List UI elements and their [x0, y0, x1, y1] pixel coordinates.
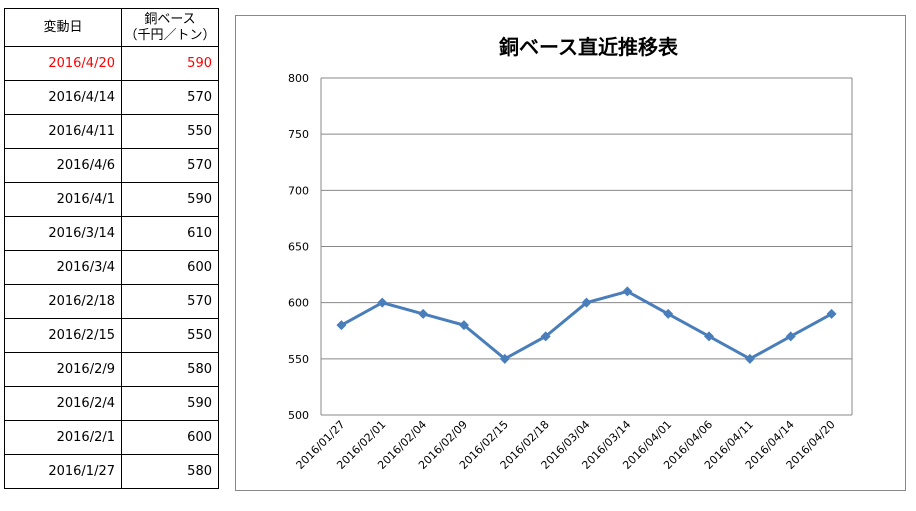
date-cell: 2016/4/14 — [4, 80, 122, 115]
data-point — [540, 331, 551, 342]
header-date: 変動日 — [4, 8, 122, 47]
table-row: 2016/2/9 580 — [4, 352, 219, 387]
value-cell: 580 — [121, 454, 219, 489]
data-point — [499, 353, 510, 364]
table-row: 2016/4/1 590 — [4, 182, 219, 217]
value-cell: 590 — [121, 182, 219, 217]
date-cell: 2016/2/1 — [4, 420, 122, 455]
data-point — [622, 286, 633, 297]
value-cell: 590 — [121, 386, 219, 421]
table-row: 2016/2/1 600 — [4, 420, 219, 455]
data-point — [744, 353, 755, 364]
table-row: 2016/4/6 570 — [4, 148, 219, 183]
y-tick-label: 800 — [288, 72, 309, 85]
table-row: 2016/2/4 590 — [4, 386, 219, 421]
data-point — [581, 297, 592, 308]
date-cell: 2016/2/15 — [4, 318, 122, 353]
y-tick-label: 550 — [288, 353, 309, 366]
chart-title: 銅ベース直近推移表 — [499, 35, 679, 59]
table-row: 2016/2/15 550 — [4, 318, 219, 353]
data-point — [458, 320, 469, 331]
date-cell: 2016/3/14 — [4, 216, 122, 251]
line-chart: 銅ベース直近推移表5005506006507007508002016/01/27… — [288, 35, 853, 472]
value-cell: 580 — [121, 352, 219, 387]
data-point — [336, 320, 347, 331]
data-point — [704, 331, 715, 342]
date-cell: 2016/2/9 — [4, 352, 122, 387]
data-point — [418, 308, 429, 319]
data-point — [785, 331, 796, 342]
y-tick-label: 750 — [288, 128, 309, 141]
data-point — [826, 308, 837, 319]
value-cell: 600 — [121, 420, 219, 455]
y-tick-label: 600 — [288, 297, 309, 310]
value-cell: 570 — [121, 148, 219, 183]
header-value-line1: 銅ベース — [144, 11, 196, 27]
date-cell: 2016/4/1 — [4, 182, 122, 217]
value-cell: 570 — [121, 80, 219, 115]
date-cell: 2016/1/27 — [4, 454, 122, 489]
value-cell: 590 — [121, 46, 219, 81]
table-row: 2016/4/11 550 — [4, 114, 219, 149]
table-row: 2016/3/4 600 — [4, 250, 219, 285]
date-cell: 2016/4/6 — [4, 148, 122, 183]
date-cell: 2016/3/4 — [4, 250, 122, 285]
y-tick-label: 650 — [288, 241, 309, 254]
date-cell: 2016/2/4 — [4, 386, 122, 421]
value-cell: 550 — [121, 114, 219, 149]
value-cell: 610 — [121, 216, 219, 251]
table-row: 2016/4/14 570 — [4, 80, 219, 115]
value-cell: 550 — [121, 318, 219, 353]
table-header-row: 変動日 銅ベース （千円／トン） — [4, 8, 219, 47]
data-point — [377, 297, 388, 308]
table-row: 2016/1/27 580 — [4, 454, 219, 489]
date-cell: 2016/4/20 — [4, 46, 122, 81]
chart: 銅ベース直近推移表 500 550 600 650 700 750 800 2016/01/27… — [235, 15, 906, 491]
header-value: 銅ベース （千円／トン） — [121, 8, 219, 47]
price-table: 変動日 銅ベース （千円／トン） 2016/4/20 590 2016/4/14 57… — [4, 8, 219, 489]
table-row: 2016/2/18 570 — [4, 284, 219, 319]
date-cell: 2016/2/18 — [4, 284, 122, 319]
table-row: 2016/4/20 590 — [4, 46, 219, 81]
date-cell: 2016/4/11 — [4, 114, 122, 149]
data-point — [663, 308, 674, 319]
y-tick-label: 500 — [288, 409, 309, 422]
header-value-line2: （千円／トン） — [124, 27, 216, 43]
table-row: 2016/3/14 610 — [4, 216, 219, 251]
y-tick-label: 700 — [288, 184, 309, 197]
value-cell: 600 — [121, 250, 219, 285]
value-cell: 570 — [121, 284, 219, 319]
